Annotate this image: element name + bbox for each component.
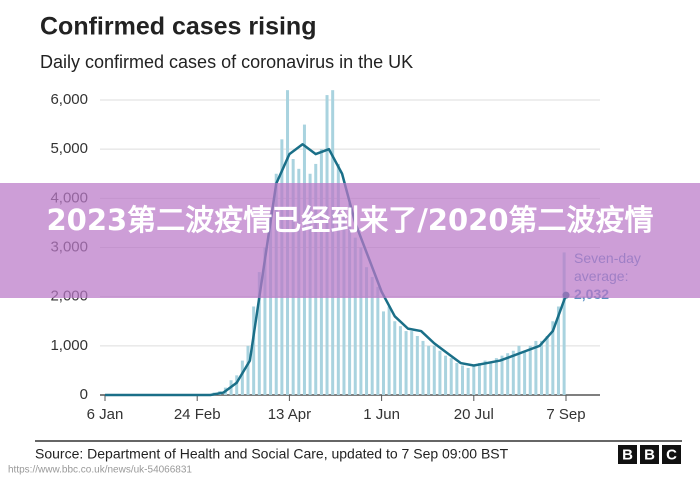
bar	[269, 213, 273, 395]
x-tick-label: 1 Jun	[363, 406, 400, 423]
bar	[477, 363, 481, 395]
x-tick-label: 6 Jan	[87, 406, 124, 423]
line	[105, 143, 568, 397]
banner: 2023第二波疫情已经到来了/2020第二波疫情	[0, 183, 700, 298]
bar	[235, 375, 239, 395]
logo-letter: C	[666, 446, 677, 463]
bar	[500, 355, 504, 395]
bar	[257, 272, 261, 395]
y-tick-label: 1,000	[50, 337, 88, 354]
bar	[365, 267, 369, 395]
y-tick-label: 6,000	[50, 91, 88, 108]
bar	[376, 286, 380, 395]
bar	[562, 252, 566, 395]
bar	[472, 365, 476, 395]
logo-box	[618, 445, 637, 464]
chart-title: Confirmed cases rising	[40, 13, 316, 41]
bar	[556, 306, 560, 395]
bar	[415, 336, 419, 395]
bar	[540, 340, 544, 395]
bar	[494, 358, 498, 395]
x-tick-label: 24 Feb	[174, 406, 221, 423]
logo-letter: B	[644, 446, 655, 463]
logo-box	[662, 445, 681, 464]
bar	[449, 358, 453, 395]
bar	[246, 345, 250, 395]
bar	[353, 237, 357, 395]
bar	[444, 355, 448, 395]
bar	[393, 321, 397, 395]
bar	[506, 353, 510, 395]
bar	[427, 345, 431, 395]
bar	[466, 367, 470, 395]
bar	[348, 203, 352, 395]
bar	[534, 340, 538, 395]
bar	[359, 247, 363, 395]
bar	[240, 360, 244, 395]
bar	[523, 350, 527, 395]
bar	[432, 345, 436, 395]
logo-box	[640, 445, 659, 464]
x-tick-label: 13 Apr	[268, 406, 311, 423]
bar	[438, 350, 442, 395]
chart-subtitle: Daily confirmed cases of coronavirus in …	[40, 52, 413, 72]
url: https://www.bbc.co.uk/news/uk-54066831	[8, 465, 192, 476]
source: Source: Department of Health and Social …	[35, 446, 509, 462]
bar	[483, 360, 487, 395]
bar	[263, 247, 267, 395]
bar	[381, 311, 385, 395]
bar	[421, 340, 425, 395]
bar	[370, 277, 374, 395]
bar	[461, 365, 465, 395]
x-tick-label: 7 Sep	[546, 406, 585, 423]
bar	[342, 208, 346, 395]
bar	[455, 363, 459, 395]
bar	[387, 306, 391, 395]
y-tick-label: 5,000	[50, 140, 88, 157]
bar	[511, 350, 515, 395]
bar	[545, 336, 549, 395]
bar	[528, 345, 532, 395]
bar	[489, 363, 493, 395]
bar	[252, 306, 256, 395]
bar	[551, 321, 555, 395]
x-tick-label: 20 Jul	[454, 406, 494, 423]
bar	[410, 331, 414, 395]
logo-letter: B	[622, 446, 633, 463]
bar	[404, 331, 408, 395]
bar	[398, 326, 402, 395]
bar	[517, 345, 521, 395]
y-tick-label: 0	[80, 386, 88, 403]
